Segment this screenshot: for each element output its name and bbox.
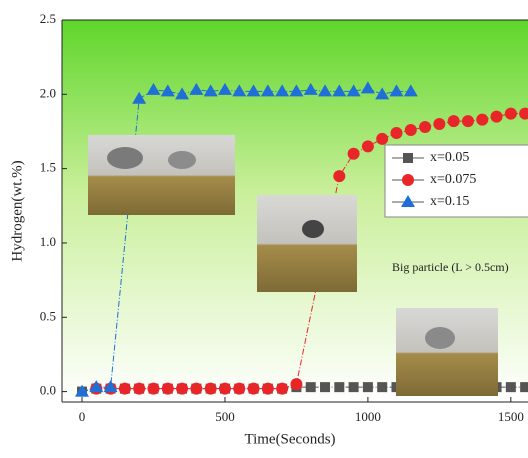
marker bbox=[361, 140, 374, 153]
marker bbox=[203, 84, 218, 97]
marker bbox=[89, 380, 104, 393]
particle bbox=[168, 151, 196, 169]
marker bbox=[133, 382, 146, 395]
y-tick-label: 1.0 bbox=[40, 234, 56, 249]
legend-label: x=0.15 bbox=[430, 194, 469, 209]
particle bbox=[425, 327, 455, 349]
legend-marker bbox=[402, 174, 414, 186]
marker bbox=[190, 382, 203, 395]
marker bbox=[303, 82, 318, 95]
marker bbox=[204, 382, 217, 395]
marker bbox=[461, 115, 474, 128]
marker bbox=[260, 84, 275, 97]
marker bbox=[332, 84, 347, 97]
marker bbox=[276, 382, 289, 395]
marker bbox=[217, 82, 232, 95]
particle bbox=[107, 147, 143, 169]
marker bbox=[433, 118, 446, 131]
marker bbox=[247, 382, 260, 395]
marker bbox=[218, 382, 231, 395]
x-axis-title: Time(Seconds) bbox=[244, 431, 335, 447]
y-tick-label: 0.5 bbox=[40, 308, 56, 323]
marker bbox=[160, 84, 175, 97]
marker bbox=[132, 91, 147, 104]
marker bbox=[175, 87, 190, 100]
marker bbox=[232, 84, 247, 97]
marker bbox=[360, 81, 375, 94]
marker bbox=[334, 382, 345, 393]
marker bbox=[305, 382, 316, 393]
marker bbox=[490, 110, 503, 123]
photo bbox=[88, 135, 235, 215]
marker bbox=[176, 382, 189, 395]
marker bbox=[504, 107, 517, 120]
y-axis-title: Hydrogen(wt.%) bbox=[9, 160, 25, 261]
marker bbox=[376, 132, 389, 145]
x-tick-label: 500 bbox=[215, 409, 235, 424]
legend-marker bbox=[403, 153, 413, 163]
particle bbox=[302, 220, 324, 238]
marker bbox=[275, 84, 290, 97]
legend-marker bbox=[401, 195, 415, 207]
photo bbox=[396, 308, 498, 396]
marker bbox=[377, 382, 388, 393]
marker bbox=[290, 378, 303, 391]
marker bbox=[390, 126, 403, 139]
marker bbox=[118, 382, 131, 395]
marker bbox=[362, 382, 373, 393]
marker bbox=[261, 382, 274, 395]
x-tick-label: 0 bbox=[79, 409, 86, 424]
marker bbox=[419, 121, 432, 134]
x-tick-label: 1500 bbox=[498, 409, 524, 424]
legend-label: x=0.075 bbox=[430, 172, 476, 187]
marker bbox=[476, 113, 489, 126]
y-tick-label: 1.5 bbox=[40, 160, 56, 175]
photo bbox=[257, 195, 357, 292]
y-tick-label: 2.5 bbox=[40, 11, 56, 26]
marker bbox=[246, 84, 261, 97]
marker bbox=[375, 87, 390, 100]
marker bbox=[404, 123, 417, 136]
marker bbox=[333, 170, 346, 183]
marker bbox=[403, 84, 418, 97]
marker bbox=[103, 380, 118, 393]
marker bbox=[189, 82, 204, 95]
marker bbox=[289, 84, 304, 97]
x-tick-label: 1000 bbox=[355, 409, 381, 424]
marker bbox=[505, 382, 516, 393]
marker bbox=[318, 84, 333, 97]
marker bbox=[346, 84, 361, 97]
y-tick-label: 2.0 bbox=[40, 85, 56, 100]
marker bbox=[233, 382, 246, 395]
y-tick-label: 0.0 bbox=[40, 383, 56, 398]
annotation: Big particle (L > 0.5cm) bbox=[392, 260, 509, 274]
marker bbox=[161, 382, 174, 395]
marker bbox=[75, 384, 90, 397]
marker bbox=[519, 107, 528, 120]
marker bbox=[389, 84, 404, 97]
marker bbox=[146, 82, 161, 95]
marker bbox=[347, 147, 360, 160]
marker bbox=[520, 382, 528, 393]
marker bbox=[348, 382, 359, 393]
marker bbox=[447, 115, 460, 128]
legend-label: x=0.05 bbox=[430, 150, 469, 165]
marker bbox=[147, 382, 160, 395]
marker bbox=[320, 382, 331, 393]
photos bbox=[88, 135, 498, 396]
